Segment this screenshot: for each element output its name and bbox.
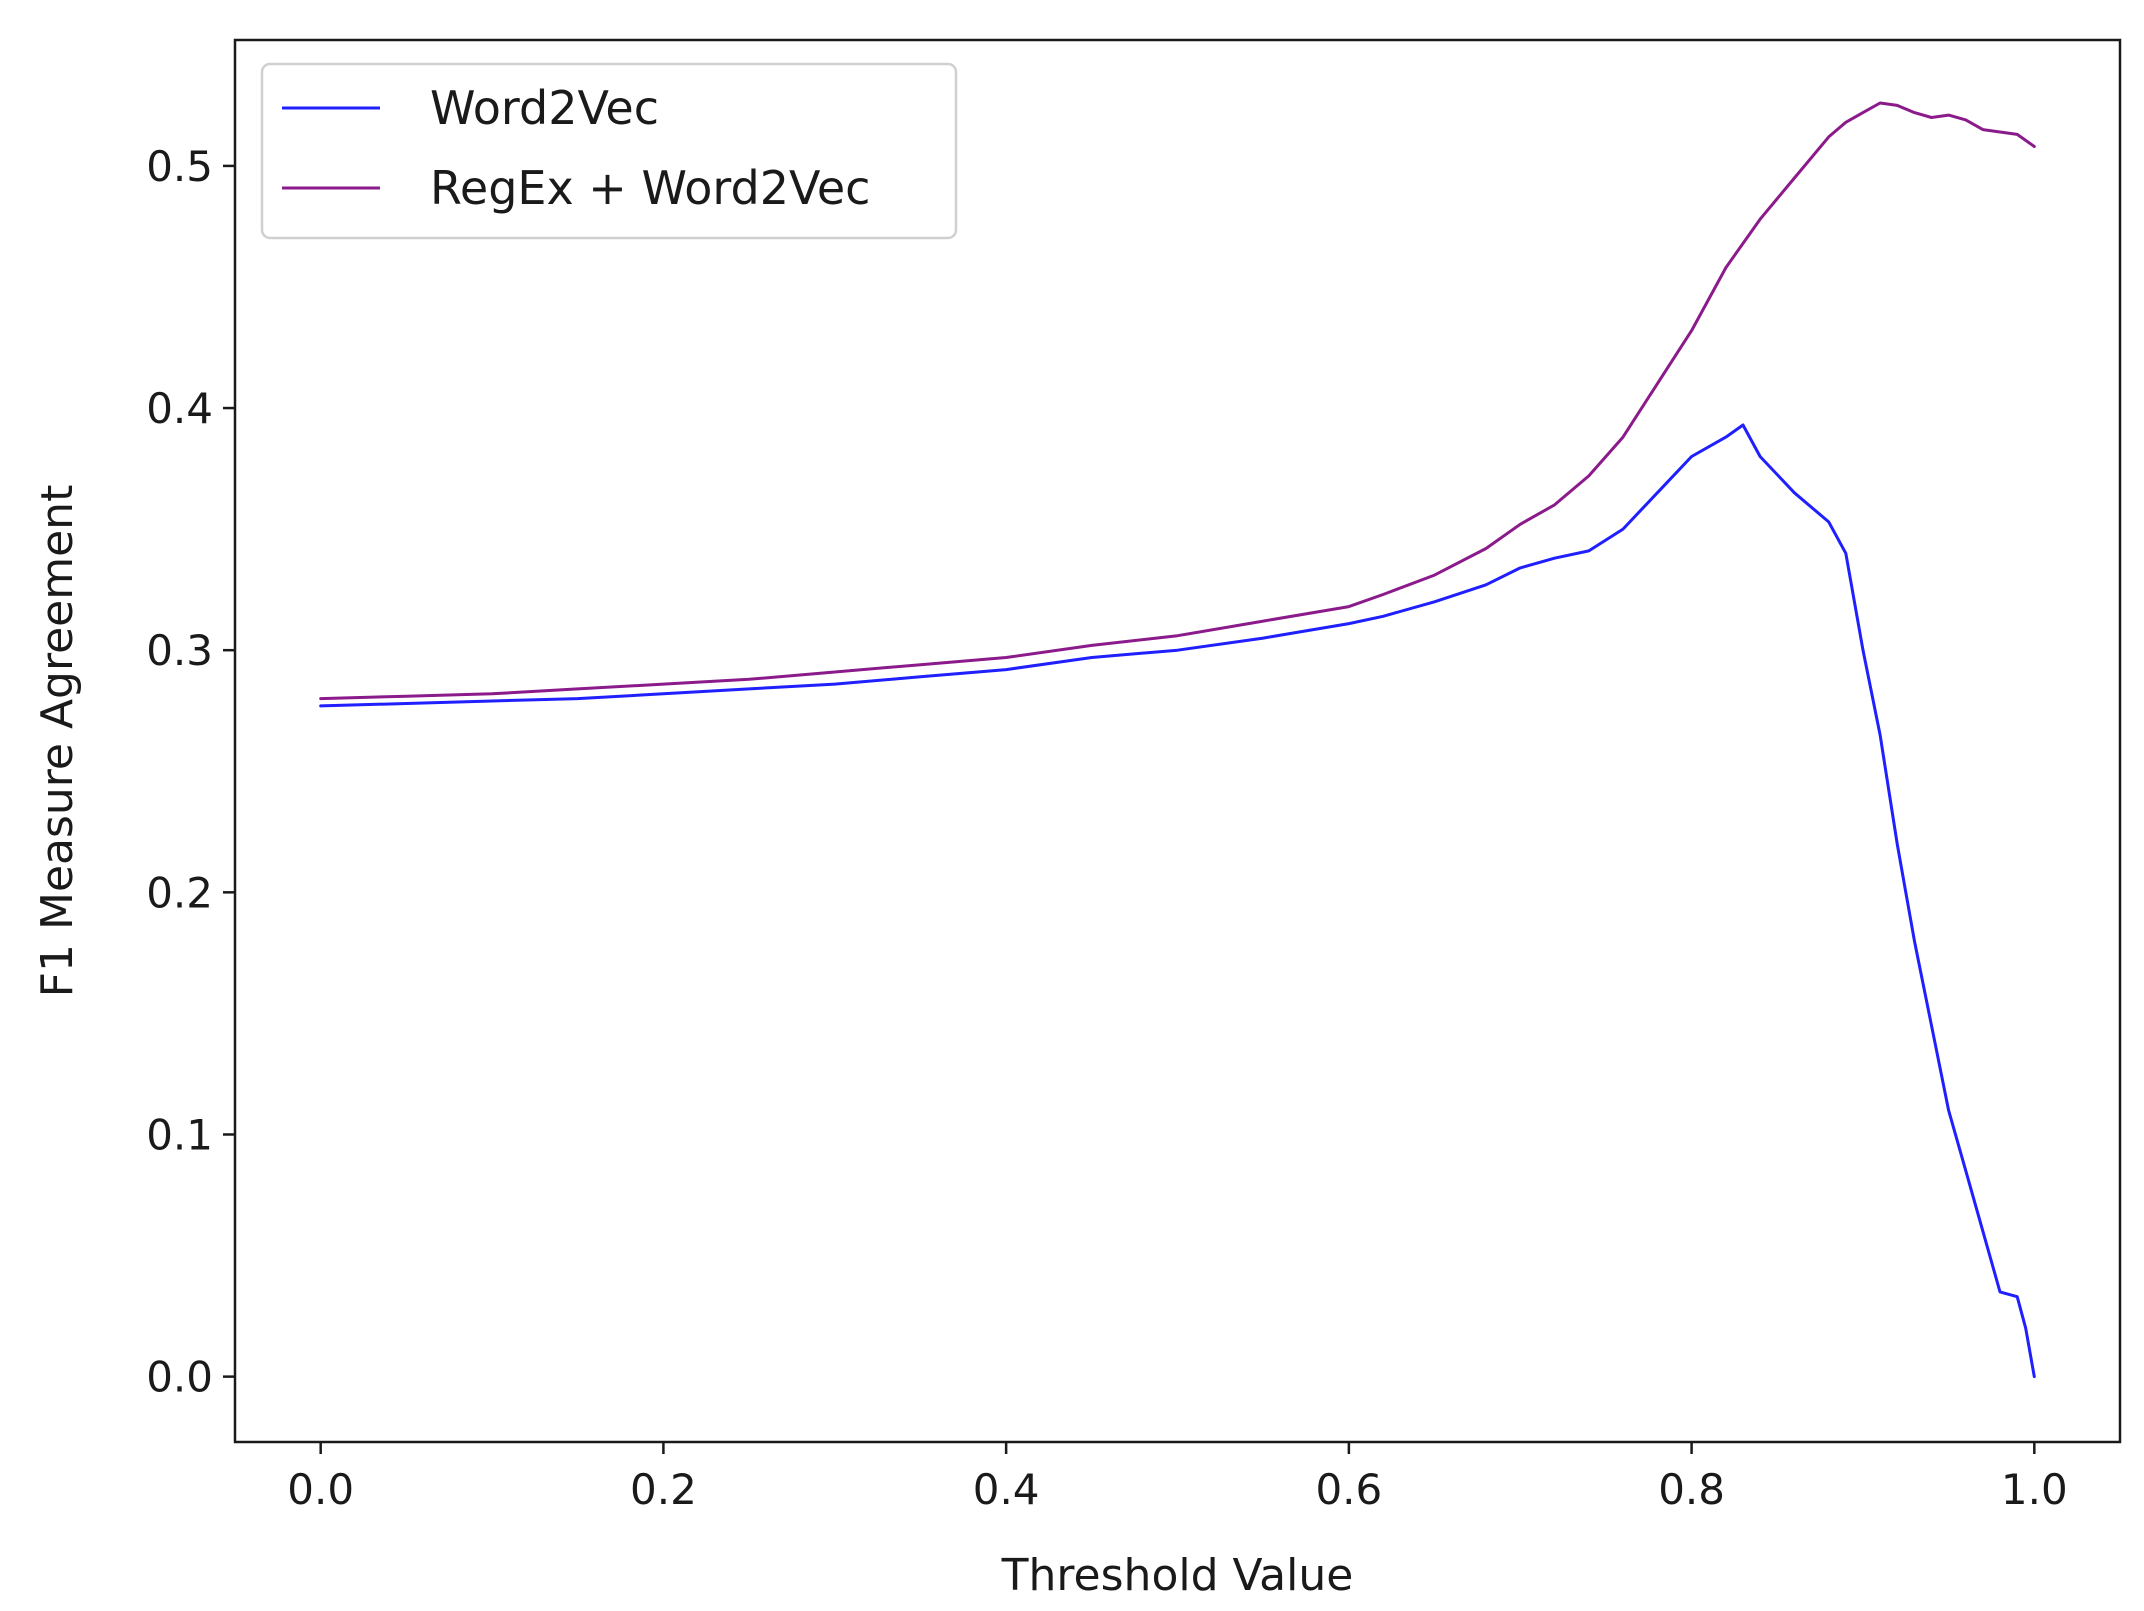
y-tick-label: 0.0	[146, 1353, 213, 1402]
y-tick-label: 0.4	[146, 384, 213, 433]
plot-frame	[233, 38, 2122, 1444]
y-tick-label: 0.2	[146, 868, 213, 917]
series-line-1	[319, 423, 2036, 1379]
x-tick-label: 0.8	[1658, 1465, 1725, 1514]
legend: Word2Vec RegEx + Word2Vec	[260, 62, 958, 240]
y-tick-label: 0.1	[146, 1110, 213, 1159]
legend-box	[260, 62, 958, 240]
x-tick-label: 0.4	[973, 1465, 1040, 1514]
x-tick-label: 0.0	[287, 1465, 354, 1514]
plot-area	[319, 101, 2036, 1379]
x-tick-label: 0.6	[1315, 1465, 1382, 1514]
axes: 0.0 0.2 0.4 0.6 0.8 1.0 0.0 0.1 0.2 0.3 0.4 0.5	[146, 38, 2122, 1514]
y-tick-label: 0.3	[146, 626, 213, 675]
y-tick-label: 0.5	[146, 142, 213, 191]
y-axis-label: F1 Measure Agreement	[32, 485, 83, 998]
legend-label-1: Word2Vec	[430, 81, 659, 135]
series-line-2	[319, 101, 2036, 701]
legend-label-2: RegEx + Word2Vec	[430, 161, 870, 215]
x-axis-label: Threshold Value	[1001, 1550, 1354, 1601]
x-tick-label: 1.0	[2001, 1465, 2068, 1514]
x-tick-label: 0.2	[630, 1465, 697, 1514]
